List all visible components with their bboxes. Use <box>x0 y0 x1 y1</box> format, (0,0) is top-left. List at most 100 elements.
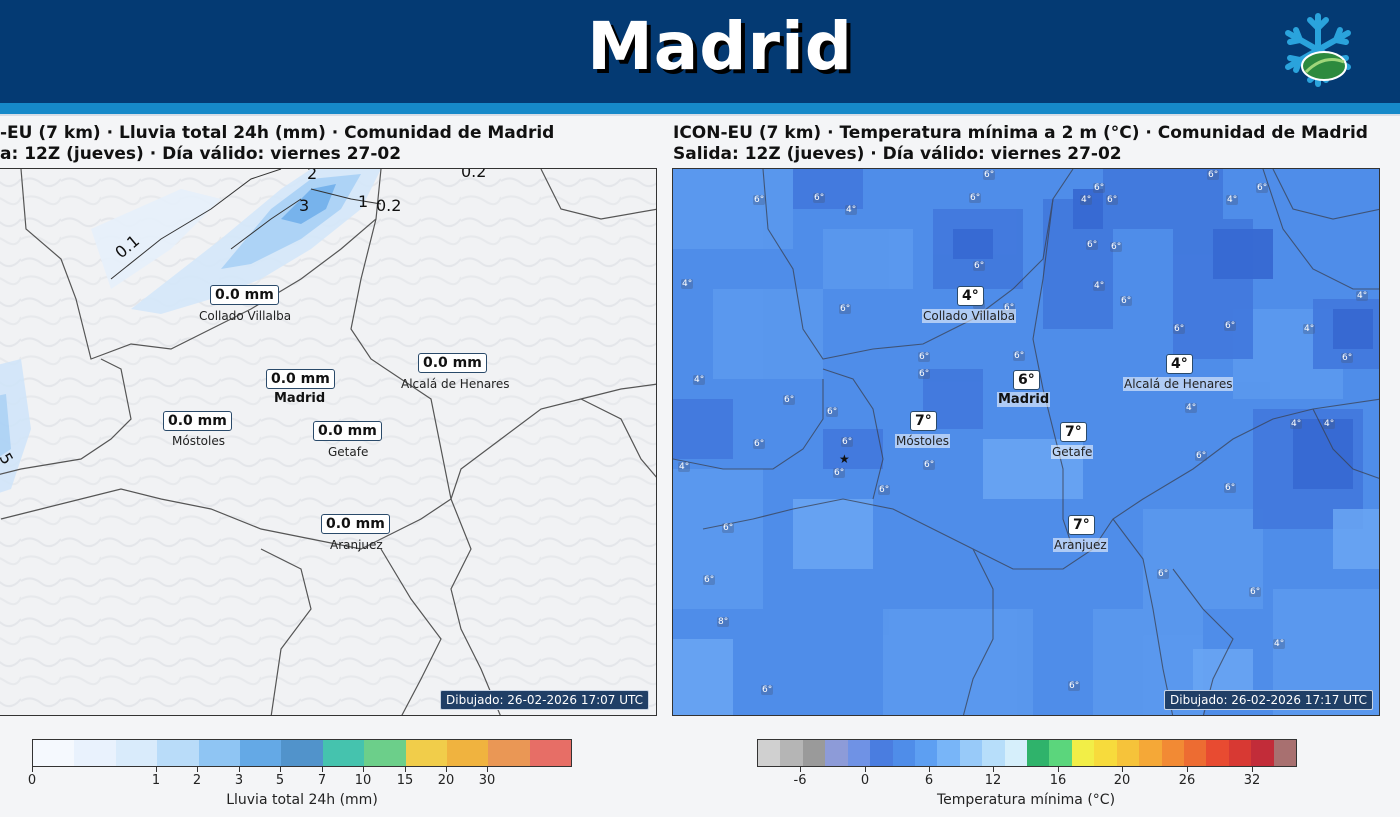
colorbar-swatch <box>825 740 848 766</box>
grid-temperature-label: 4° <box>681 279 694 289</box>
value-box-madrid: 0.0 mm <box>266 369 335 389</box>
grid-temperature-label: 6° <box>1195 451 1208 461</box>
colorbar-tick-mark <box>405 767 406 772</box>
colorbar-tick-label: 7 <box>317 773 327 788</box>
grid-temperature-label: 6° <box>841 437 854 447</box>
colorbar-tick-mark <box>1058 767 1059 772</box>
temperature-colorbar <box>757 739 1297 767</box>
colorbar-swatch <box>239 740 282 766</box>
left-panel-title: -EU (7 km) · Lluvia total 24h (mm) · Com… <box>0 123 555 143</box>
grid-temperature-label: 4° <box>693 375 706 385</box>
grid-temperature-label: 6° <box>1224 321 1237 331</box>
colorbar-tick-label: 16 <box>1049 773 1067 788</box>
colorbar-tick-mark <box>865 767 866 772</box>
colorbar-tick-label: 5 <box>275 773 285 788</box>
rain-map: 2 3 1 0.2 0.1 5 0.2 0.0 mm Collado Villa… <box>0 168 657 716</box>
colorbar-swatch <box>1049 740 1072 766</box>
grid-temperature-label: 4° <box>845 205 858 215</box>
grid-temperature-label: 6° <box>1003 303 1016 313</box>
value-box-collado-villalba: 0.0 mm <box>210 285 279 305</box>
grid-temperature-label: 6° <box>839 304 852 314</box>
colorbar-swatch <box>1116 740 1140 766</box>
grid-temperature-label: 6° <box>1110 242 1123 252</box>
temperature-colorbar-label: Temperatura mínima (°C) <box>936 792 1116 808</box>
temperature-map-canvas: ★ <box>673 169 1379 715</box>
colorbar-tick-label: -6 <box>793 773 807 788</box>
value-box-aranjuez: 0.0 mm <box>321 514 390 534</box>
grid-temperature-label: 6° <box>918 352 931 362</box>
colorbar-swatch <box>1161 740 1185 766</box>
grid-temperature-label: 6° <box>1106 195 1119 205</box>
temp-city-madrid: Madrid <box>997 392 1051 407</box>
grid-temperature-label: 4° <box>1323 419 1336 429</box>
value-box-alcala: 0.0 mm <box>418 353 487 373</box>
temp-city-collado-villalba: Collado Villalba <box>922 309 1017 323</box>
colorbar-tick-label: 1 <box>151 773 161 788</box>
grid-temperature-label: 6° <box>703 575 716 585</box>
colorbar-tick-mark <box>1122 767 1123 772</box>
temp-box-alcala: 4° <box>1166 354 1193 374</box>
colorbar-tick-mark <box>1187 767 1188 772</box>
contour-label: 2 <box>307 169 317 183</box>
colorbar-swatch <box>1184 740 1207 766</box>
colorbar-swatch <box>847 740 871 766</box>
grid-temperature-label: 6° <box>1249 587 1262 597</box>
temp-box-getafe: 7° <box>1060 422 1087 442</box>
temp-city-aranjuez: Aranjuez <box>1053 538 1108 552</box>
grid-temperature-label: 6° <box>969 193 982 203</box>
grid-temperature-label: 6° <box>1207 170 1220 180</box>
grid-temperature-label: 6° <box>1157 569 1170 579</box>
colorbar-tick-label: 10 <box>354 773 372 788</box>
temp-box-mostoles: 7° <box>910 411 937 431</box>
colorbar-tick-mark <box>156 767 157 772</box>
colorbar-tick-label: 20 <box>437 773 455 788</box>
colorbar-tick-label: 12 <box>984 773 1002 788</box>
colorbar-swatch <box>982 740 1005 766</box>
grid-temperature-label: 4° <box>678 462 691 472</box>
colorbar-swatch <box>892 740 915 766</box>
grid-temperature-label: 6° <box>813 193 826 203</box>
rain-colorbar-label: Lluvia total 24h (mm) <box>226 792 378 808</box>
colorbar-tick-mark <box>487 767 488 772</box>
colorbar-tick-label: 6 <box>924 773 934 788</box>
colorbar-swatch <box>1004 740 1028 766</box>
colorbar-swatch <box>529 740 572 766</box>
colorbar-swatch <box>405 740 447 766</box>
city-label-aranjuez: Aranjuez <box>330 538 383 552</box>
page-title: Madrid <box>587 8 853 85</box>
grid-temperature-label: 4° <box>1356 291 1369 301</box>
colorbar-tick-mark <box>363 767 364 772</box>
colorbar-tick-mark <box>1252 767 1253 772</box>
temperature-map: ★ 6° 6° 4° 6° 6° 4° 6° 6° 6° 4° 6° 6° 6° 4° 6° 6° 6° 4° 6°… <box>672 168 1380 716</box>
header-bar <box>0 0 1400 103</box>
colorbar-swatch <box>33 740 75 766</box>
colorbar-swatch <box>115 740 158 766</box>
value-box-getafe: 0.0 mm <box>313 421 382 441</box>
grid-temperature-label: 8° <box>717 617 730 627</box>
colorbar-tick-label: 20 <box>1113 773 1131 788</box>
grid-temperature-label: 4° <box>1303 324 1316 334</box>
colorbar-tick-label: 3 <box>234 773 244 788</box>
colorbar-swatch <box>914 740 938 766</box>
colorbar-swatch <box>758 740 781 766</box>
colorbar-swatch <box>1251 740 1274 766</box>
grid-temperature-label: 6° <box>753 195 766 205</box>
city-label-madrid: Madrid <box>274 391 326 406</box>
temp-box-aranjuez: 7° <box>1068 515 1095 535</box>
city-label-collado-villalba: Collado Villalba <box>199 309 292 323</box>
grid-temperature-label: 4° <box>1273 639 1286 649</box>
left-drawn-stamp: Dibujado: 26-02-2026 17:07 UTC <box>440 690 650 710</box>
colorbar-tick-label: 15 <box>396 773 414 788</box>
grid-temperature-label: 6° <box>1341 353 1354 363</box>
grid-temperature-label: 6° <box>1068 681 1081 691</box>
city-label-getafe: Getafe <box>328 445 369 459</box>
colorbar-tick-mark <box>239 767 240 772</box>
temp-city-alcala: Alcalá de Henares <box>1123 377 1234 391</box>
city-label-mostoles: Móstoles <box>172 434 225 448</box>
colorbar-swatch <box>870 740 893 766</box>
snowflake-leaf-logo-icon <box>1280 10 1356 90</box>
colorbar-swatch <box>74 740 116 766</box>
colorbar-tick-label: 2 <box>192 773 202 788</box>
colorbar-swatch <box>488 740 530 766</box>
grid-temperature-label: 4° <box>1080 195 1093 205</box>
